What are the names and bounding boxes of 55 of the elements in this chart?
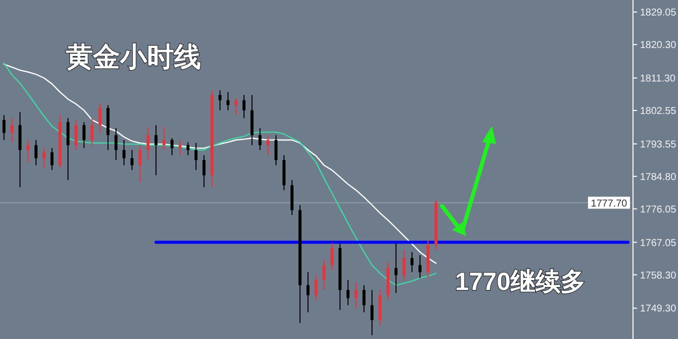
candlestick bbox=[42, 148, 46, 169]
candlestick bbox=[322, 260, 326, 290]
candlestick bbox=[146, 126, 150, 161]
candlestick bbox=[2, 114, 6, 140]
candlestick bbox=[50, 148, 54, 171]
candlestick bbox=[354, 282, 358, 309]
candlestick bbox=[362, 284, 366, 313]
ref-line-label: 1777.70 bbox=[590, 198, 628, 210]
candlestick bbox=[346, 279, 350, 306]
candlestick bbox=[82, 122, 86, 149]
candlestick bbox=[10, 118, 14, 143]
candlestick bbox=[74, 119, 78, 151]
candlestick bbox=[234, 98, 238, 116]
candlestick bbox=[402, 250, 406, 280]
y-tick-label: 1767.05 bbox=[640, 238, 677, 249]
candlestick bbox=[218, 90, 222, 111]
candlestick bbox=[114, 128, 118, 161]
text: 黄金小时线 bbox=[65, 42, 201, 72]
candlestick bbox=[98, 102, 102, 134]
y-tick-label: 1820.30 bbox=[640, 40, 677, 52]
y-tick-label: 1758.30 bbox=[640, 270, 677, 282]
candlestick bbox=[418, 254, 422, 279]
candlestick bbox=[66, 118, 70, 181]
y-tick-label: 1749.30 bbox=[640, 304, 677, 315]
candlestick bbox=[258, 128, 262, 151]
y-tick-label: 1811.30 bbox=[640, 73, 676, 84]
y-tick-label: 1784.80 bbox=[640, 172, 677, 183]
candlestick bbox=[170, 138, 174, 156]
candlestick bbox=[122, 139, 126, 166]
annotation: 1770继续多 bbox=[455, 268, 586, 296]
y-tick-label: 1793.55 bbox=[640, 139, 677, 150]
candlestick bbox=[266, 134, 270, 156]
candlestick bbox=[194, 142, 198, 171]
candlestick bbox=[394, 242, 398, 294]
candlestick bbox=[162, 126, 166, 151]
candlestick bbox=[178, 139, 182, 156]
y-tick-label: 1776.05 bbox=[640, 204, 677, 216]
candlestick bbox=[226, 92, 230, 111]
candlestick bbox=[314, 274, 318, 301]
candlestick bbox=[186, 142, 190, 156]
y-tick-label: 1829.05 bbox=[640, 8, 677, 19]
candlestick bbox=[274, 134, 278, 166]
y-tick-label: 1802.55 bbox=[640, 106, 677, 117]
candlestick bbox=[306, 272, 310, 313]
candlestick bbox=[154, 124, 158, 176]
candlestick bbox=[330, 242, 334, 271]
candlestick bbox=[90, 118, 94, 146]
candlestick bbox=[138, 144, 142, 183]
candlestick bbox=[34, 139, 38, 166]
candlestick bbox=[410, 252, 414, 273]
candlestick bbox=[130, 150, 134, 171]
candlestick bbox=[370, 289, 374, 336]
candlestick bbox=[242, 94, 246, 119]
candlestick bbox=[26, 139, 30, 163]
candlestick bbox=[202, 154, 206, 188]
